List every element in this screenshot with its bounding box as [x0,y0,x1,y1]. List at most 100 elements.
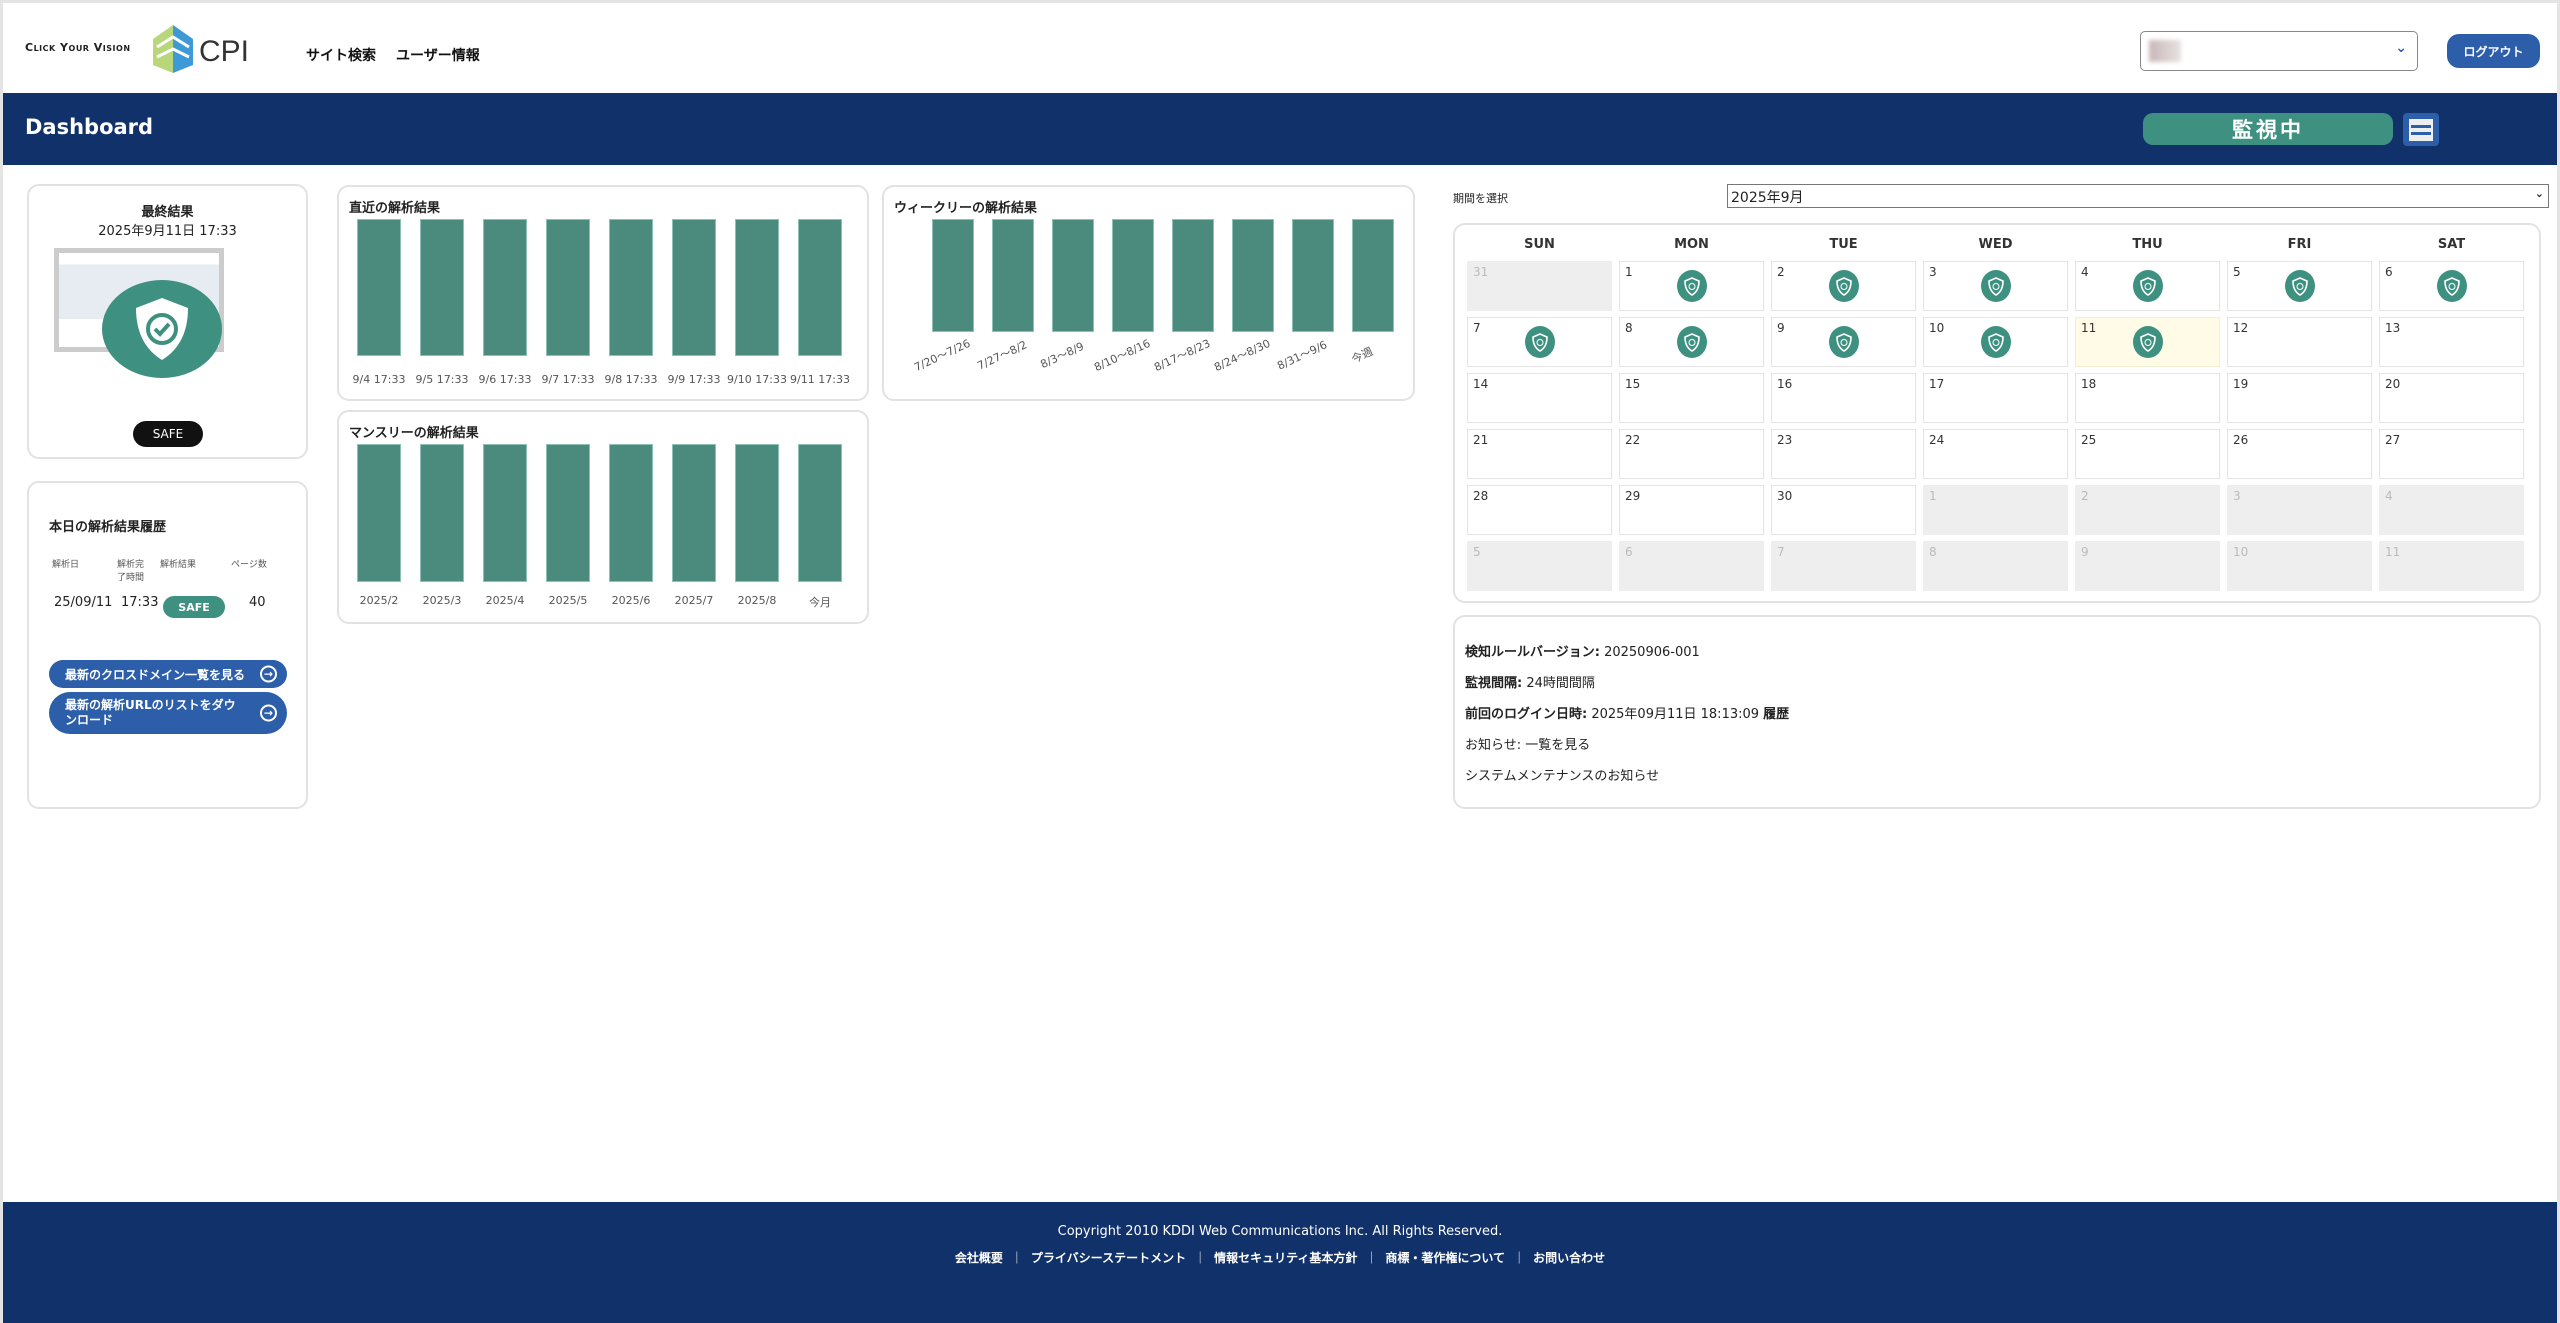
calendar-day[interactable]: 1 [1923,485,2068,535]
notice-list-link[interactable]: 一覧を見る [1525,738,1591,753]
calendar-day[interactable]: 6 [1619,541,1764,591]
calendar-day[interactable]: 11 [2379,541,2524,591]
calendar-day[interactable]: 20 [2379,373,2524,423]
calendar-day[interactable]: 29 [1619,485,1764,535]
nav-site-search[interactable]: サイト検索 [306,48,376,64]
notice-item-link[interactable]: システムメンテナンスのお知らせ [1465,769,1660,784]
bar[interactable] [735,219,779,356]
calendar-day[interactable]: 15 [1619,373,1764,423]
monitoring-status-badge[interactable]: 監視中 [2143,113,2393,145]
bar[interactable] [546,444,590,582]
calendar-day[interactable]: 12 [2227,317,2372,367]
calendar-day[interactable]: 2 [2075,485,2220,535]
bar[interactable] [420,444,464,582]
site-select[interactable]: ⌄ [2140,31,2418,71]
footer-link[interactable]: 情報セキュリティ基本方針 [1214,1251,1358,1265]
shield-check-icon[interactable] [1981,326,2011,358]
shield-check-icon[interactable] [1525,326,1555,358]
shield-check-icon[interactable] [1677,326,1707,358]
download-url-list-button[interactable]: 最新の解析URLのリストをダウンロード → [49,692,287,734]
bar[interactable] [546,219,590,356]
bar[interactable] [420,219,464,356]
calendar-day[interactable]: 22 [1619,429,1764,479]
bar[interactable] [798,219,842,356]
login-history-link[interactable]: 履歴 [1763,707,1790,722]
calendar-day[interactable]: 9 [2075,541,2220,591]
calendar-day[interactable]: 31 [1467,261,1612,311]
calendar-day[interactable]: 3 [2227,485,2372,535]
calendar-day[interactable]: 9 [1771,317,1916,367]
day-of-week-header: WED [1978,237,2013,252]
bar[interactable] [1052,219,1094,332]
calendar-day[interactable]: 23 [1771,429,1916,479]
calendar-day[interactable]: 21 [1467,429,1612,479]
period-select[interactable]: 2025年9月 ⌄ [1727,184,2549,208]
shield-check-icon[interactable] [1677,270,1707,302]
shield-check-icon[interactable] [1829,270,1859,302]
calendar-day[interactable]: 14 [1467,373,1612,423]
calendar-day[interactable]: 8 [1923,541,2068,591]
shield-check-icon[interactable] [1981,270,2011,302]
row-result-badge[interactable]: SAFE [163,596,225,618]
shield-check-icon[interactable] [2437,270,2467,302]
bar[interactable] [672,219,716,356]
bar[interactable] [609,444,653,582]
shield-check-icon[interactable] [2133,326,2163,358]
nav-user-info[interactable]: ユーザー情報 [396,48,480,64]
calendar-day[interactable]: 24 [1923,429,2068,479]
footer-link[interactable]: プライバシーステートメント [1030,1251,1187,1265]
shield-check-icon[interactable] [1829,326,1859,358]
bar[interactable] [357,444,401,582]
bar[interactable] [1352,219,1394,332]
calendar-day[interactable]: 3 [1923,261,2068,311]
calendar-day[interactable]: 6 [2379,261,2524,311]
calendar-day[interactable]: 16 [1771,373,1916,423]
calendar-day[interactable]: 4 [2379,485,2524,535]
calendar-day[interactable]: 18 [2075,373,2220,423]
footer-link[interactable]: お問い合わせ [1533,1251,1606,1265]
bar[interactable] [1112,219,1154,332]
bar[interactable] [483,444,527,582]
col-result: 解析結果 [160,560,197,570]
bar[interactable] [357,219,401,356]
day-number: 9 [1777,321,1785,335]
calendar-day[interactable]: 28 [1467,485,1612,535]
bar[interactable] [798,444,842,582]
chevron-down-icon: ⌄ [2534,187,2544,200]
bar[interactable] [483,219,527,356]
bar[interactable] [672,444,716,582]
calendar-day[interactable]: 17 [1923,373,2068,423]
footer-link[interactable]: 会社概要 [954,1251,1003,1265]
calendar-day[interactable]: 1 [1619,261,1764,311]
calendar-day[interactable]: 5 [1467,541,1612,591]
calendar-day[interactable]: 25 [2075,429,2220,479]
logout-button[interactable]: ログアウト [2447,34,2540,68]
bar[interactable] [992,219,1034,332]
calendar-day[interactable]: 13 [2379,317,2524,367]
calendar-day[interactable]: 19 [2227,373,2372,423]
cross-domain-list-button[interactable]: 最新のクロスドメイン一覧を見る → [49,660,287,688]
bar[interactable] [609,219,653,356]
calendar-day[interactable]: 27 [2379,429,2524,479]
footer-link[interactable]: 商標・著作権について [1385,1251,1506,1265]
calendar-day[interactable]: 10 [2227,541,2372,591]
shield-check-icon[interactable] [2133,270,2163,302]
calendar-day[interactable]: 11 [2075,317,2220,367]
shield-check-icon[interactable] [2285,270,2315,302]
day-number: 1 [1625,265,1633,279]
calendar-day[interactable]: 4 [2075,261,2220,311]
calendar-day[interactable]: 30 [1771,485,1916,535]
calendar-day[interactable]: 7 [1771,541,1916,591]
calendar-day[interactable]: 10 [1923,317,2068,367]
calendar-day[interactable]: 5 [2227,261,2372,311]
bar[interactable] [735,444,779,582]
bar[interactable] [1232,219,1274,332]
calendar-day[interactable]: 2 [1771,261,1916,311]
bar[interactable] [932,219,974,332]
calendar-day[interactable]: 7 [1467,317,1612,367]
calendar-day[interactable]: 26 [2227,429,2372,479]
calendar-day[interactable]: 8 [1619,317,1764,367]
bar[interactable] [1292,219,1334,332]
bar[interactable] [1172,219,1214,332]
menu-button[interactable] [2403,113,2439,146]
